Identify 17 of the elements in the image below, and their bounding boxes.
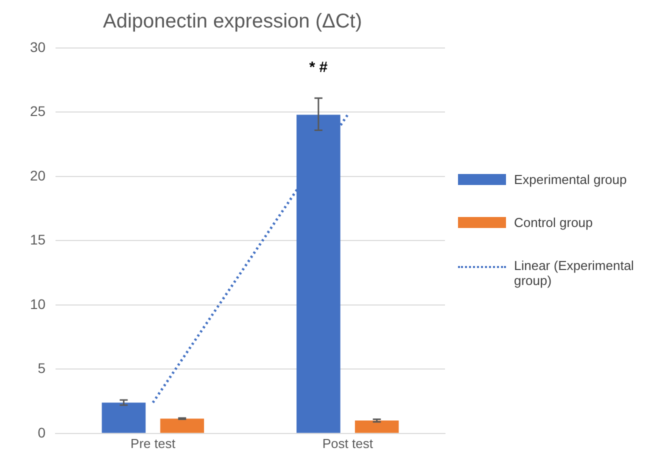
legend-label: Experimental group <box>514 172 627 186</box>
annotation: * # <box>309 59 328 76</box>
y-tick-label: 30 <box>30 38 46 55</box>
x-tick-label: Post test <box>322 436 374 451</box>
y-tick-label: 5 <box>38 360 46 376</box>
bar <box>160 418 204 433</box>
bar <box>102 402 146 433</box>
y-tick-label: 25 <box>30 103 46 120</box>
x-tick-label: Pre test <box>130 436 176 451</box>
y-tick-label: 0 <box>38 424 46 440</box>
y-tick-label: 15 <box>30 232 46 248</box>
bar <box>354 420 399 433</box>
legend-label: Linear (Experimental group) <box>514 258 635 288</box>
y-tick-label: 20 <box>30 167 46 184</box>
y-tick-label: 10 <box>30 296 46 312</box>
chart-title: Adiponectin expression (ΔCt) <box>102 10 362 33</box>
legend-label: Control group <box>514 214 593 230</box>
